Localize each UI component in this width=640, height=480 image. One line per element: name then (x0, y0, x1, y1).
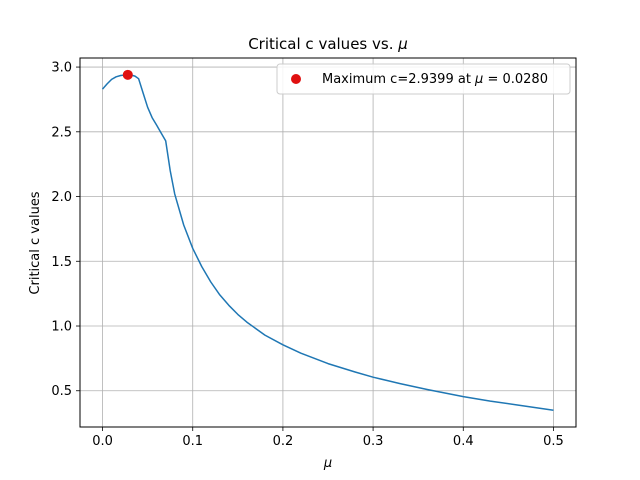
y-axis-label: Critical c values (28, 191, 43, 294)
legend-label: Maximum c=2.9399 at μ = 0.0280 (322, 72, 548, 87)
maximum-point (122, 69, 133, 80)
legend: Maximum c=2.9399 at μ = 0.0280 (276, 63, 571, 95)
y-tick-label: 3.0 (51, 61, 72, 76)
x-tick-label: 0.5 (543, 434, 564, 449)
plot-frame (79, 57, 577, 428)
legend-box (276, 63, 571, 95)
chart-title: Critical c values vs. μ (248, 35, 408, 53)
legend-label-text: Maximum c=2.9399 at (322, 72, 475, 87)
chart-title-mu: μ (397, 35, 408, 53)
y-tick-label: 2.0 (51, 190, 72, 205)
y-tick-label: 1.0 (51, 320, 72, 335)
x-tick-label: 0.2 (273, 434, 294, 449)
chart-title-text: Critical c values vs. (248, 35, 398, 53)
y-tick-label: 0.5 (51, 384, 72, 399)
y-tick-label: 2.5 (51, 125, 72, 140)
x-axis-ticks: 0.0 0.1 0.2 0.3 0.4 0.5 (92, 427, 564, 449)
legend-label-suffix: = 0.0280 (483, 72, 548, 87)
legend-label-mu: μ (474, 72, 483, 87)
x-tick-label: 0.3 (363, 434, 384, 449)
legend-marker (291, 74, 301, 84)
x-tick-label: 0.1 (182, 434, 203, 449)
y-axis-ticks: 0.5 1.0 1.5 2.0 2.5 3.0 (51, 61, 80, 399)
x-tick-label: 0.4 (453, 434, 474, 449)
x-axis-label: μ (323, 456, 332, 471)
y-tick-label: 1.5 (51, 255, 72, 270)
x-tick-label: 0.0 (92, 434, 113, 449)
grid (80, 58, 576, 427)
